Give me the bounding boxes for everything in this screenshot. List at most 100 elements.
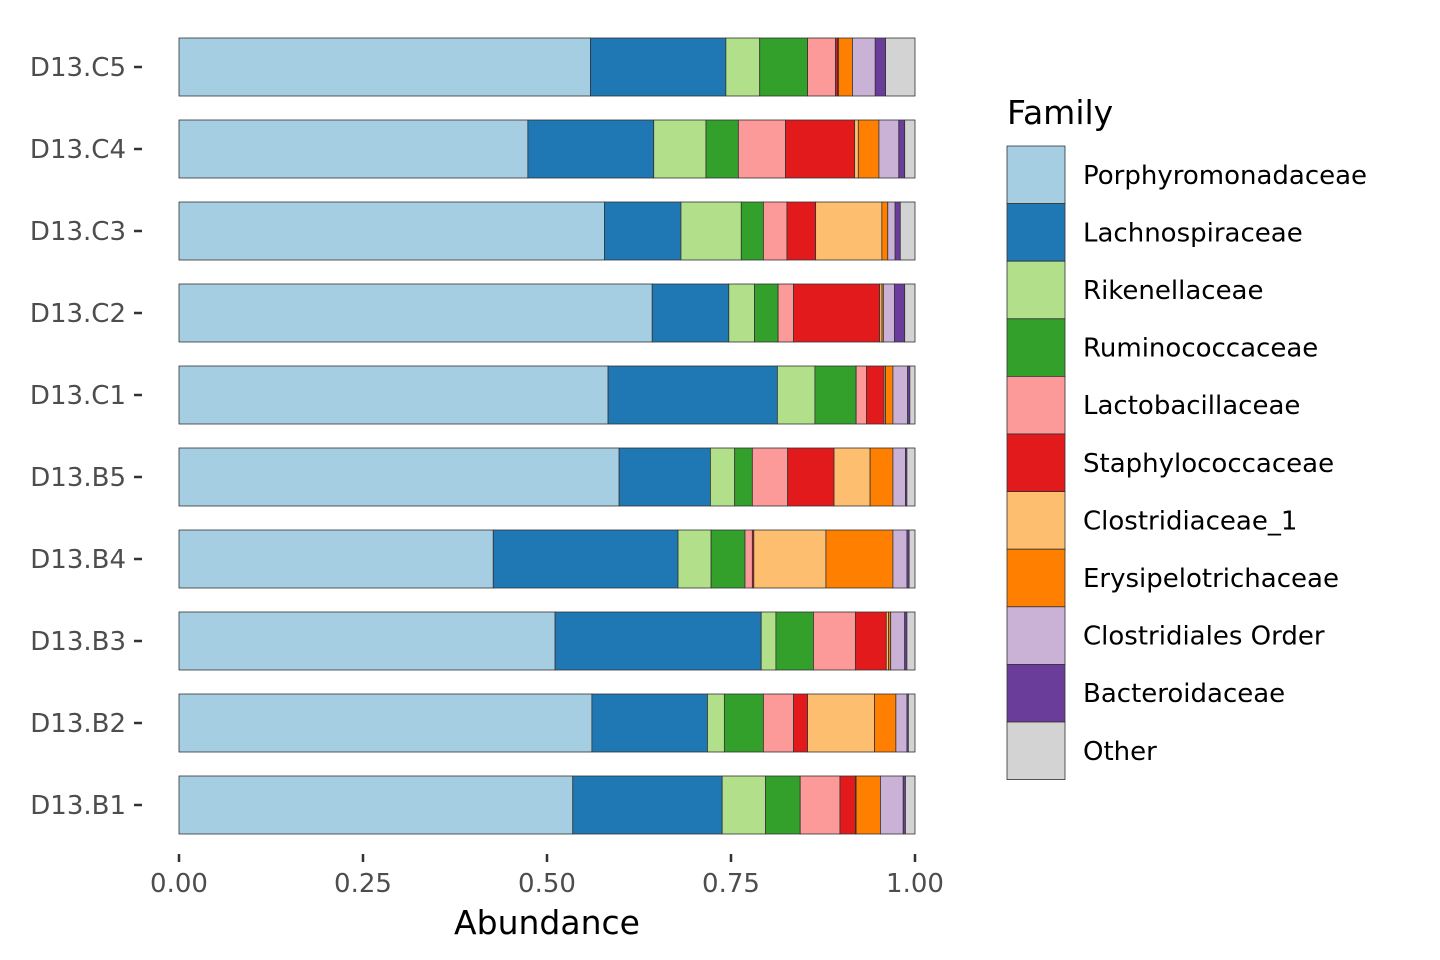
legend-swatch [1006,145,1066,204]
legend-swatch [1006,721,1066,780]
bar-segment [759,37,808,97]
bar-row-D13.B2 [178,693,916,753]
x-tick-label: 0.00 [150,869,208,899]
bar-segment [753,529,827,589]
bar-segment [866,365,885,425]
bar-segment [618,447,711,507]
bar-row-D13.B1 [178,775,916,835]
legend-swatch [1006,433,1066,492]
y-tick-label: D13.B5 [30,463,126,493]
y-tick-label: D13.C3 [30,217,126,247]
bar-segment [881,201,889,261]
bar-segment [894,201,901,261]
bar-segment [607,365,778,425]
legend-label: Erysipelotrichaceae [1083,564,1339,594]
bar-segment [874,693,897,753]
bar-segment [807,693,875,753]
x-axis: 0.00 0.25 0.50 0.75 1.00 [150,854,944,899]
bar-segment [527,119,655,179]
legend-label: Staphylococcaceae [1083,449,1334,479]
bar-segment [721,775,766,835]
bar-segment [839,775,856,835]
bar-segment [178,775,574,835]
bar-segment [754,283,779,343]
bars-layer [178,37,916,835]
bar-segment [728,283,755,343]
bar-segment [776,365,816,425]
bar-segment [760,611,777,671]
bar-segment [857,119,880,179]
legend-label: Other [1083,737,1157,767]
bar-segment [874,37,886,97]
bar-segment [705,119,739,179]
bar-segment [885,365,894,425]
bar-segment [604,201,682,261]
bar-segment [762,201,788,261]
x-tick-label: 0.25 [334,869,392,899]
bar-segment [785,119,856,179]
bar-segment [880,775,904,835]
bar-segment [178,611,556,671]
bar-segment [855,775,881,835]
legend-label: Lachnospiraceae [1083,218,1303,248]
bar-segment [892,365,909,425]
bar-segment [554,611,762,671]
bar-segment [905,775,916,835]
bar-segment [178,119,529,179]
legend-swatch [1006,548,1066,608]
legend-swatch [1006,491,1066,550]
legend-label: Lactobacillaceae [1083,391,1300,421]
bar-segment [651,283,730,343]
bar-segment [852,37,876,97]
legend-swatch [1006,318,1066,377]
bar-segment [854,119,859,179]
y-tick-label: D13.B4 [30,545,126,575]
legend-label: Bacteroidaceae [1083,679,1285,709]
x-tick-label: 0.75 [702,869,760,899]
bar-segment [707,693,725,753]
bar-segment [178,529,494,589]
bar-segment [909,365,916,425]
bar-segment [893,283,906,343]
bar-row-D13.B3 [178,611,916,671]
bar-segment [762,693,794,753]
bar-segment [591,693,708,753]
bar-segment [178,201,605,261]
bar-segment [744,529,753,589]
bar-segment [740,201,764,261]
bar-segment [855,365,867,425]
bar-segment [906,447,916,507]
bar-segment [178,283,653,343]
bar-segment [813,611,856,671]
bar-segment [869,447,894,507]
bar-row-D13.C1 [178,365,916,425]
bar-segment [178,693,593,753]
bar-segment [878,119,900,179]
bar-segment [572,775,723,835]
bar-segment [885,37,916,97]
legend-swatch [1006,203,1066,262]
bar-segment [737,119,786,179]
y-tick-label: D13.C4 [30,135,126,165]
legend: Family Porphyromonadaceae Lachnospiraceae… [1006,93,1367,780]
legend-swatch [1006,260,1066,320]
y-tick-label: D13.B1 [30,791,126,821]
bar-segment [734,447,753,507]
bar-segment [907,693,916,753]
bar-segment [590,37,727,97]
y-tick-label: D13.C5 [30,53,126,83]
y-tick-label: D13.C2 [30,299,126,329]
legend-label: Clostridiaceae_1 [1083,506,1297,536]
bar-segment [751,447,789,507]
y-tick-label: D13.B2 [30,709,126,739]
bar-row-D13.C5 [178,37,916,97]
bar-segment [892,529,908,589]
bar-segment [178,447,620,507]
bar-segment [765,775,801,835]
bar-segment [825,529,894,589]
y-tick-label: D13.B3 [30,627,126,657]
bar-segment [854,611,887,671]
bar-segment [653,119,707,179]
x-tick-label: 1.00 [886,869,944,899]
